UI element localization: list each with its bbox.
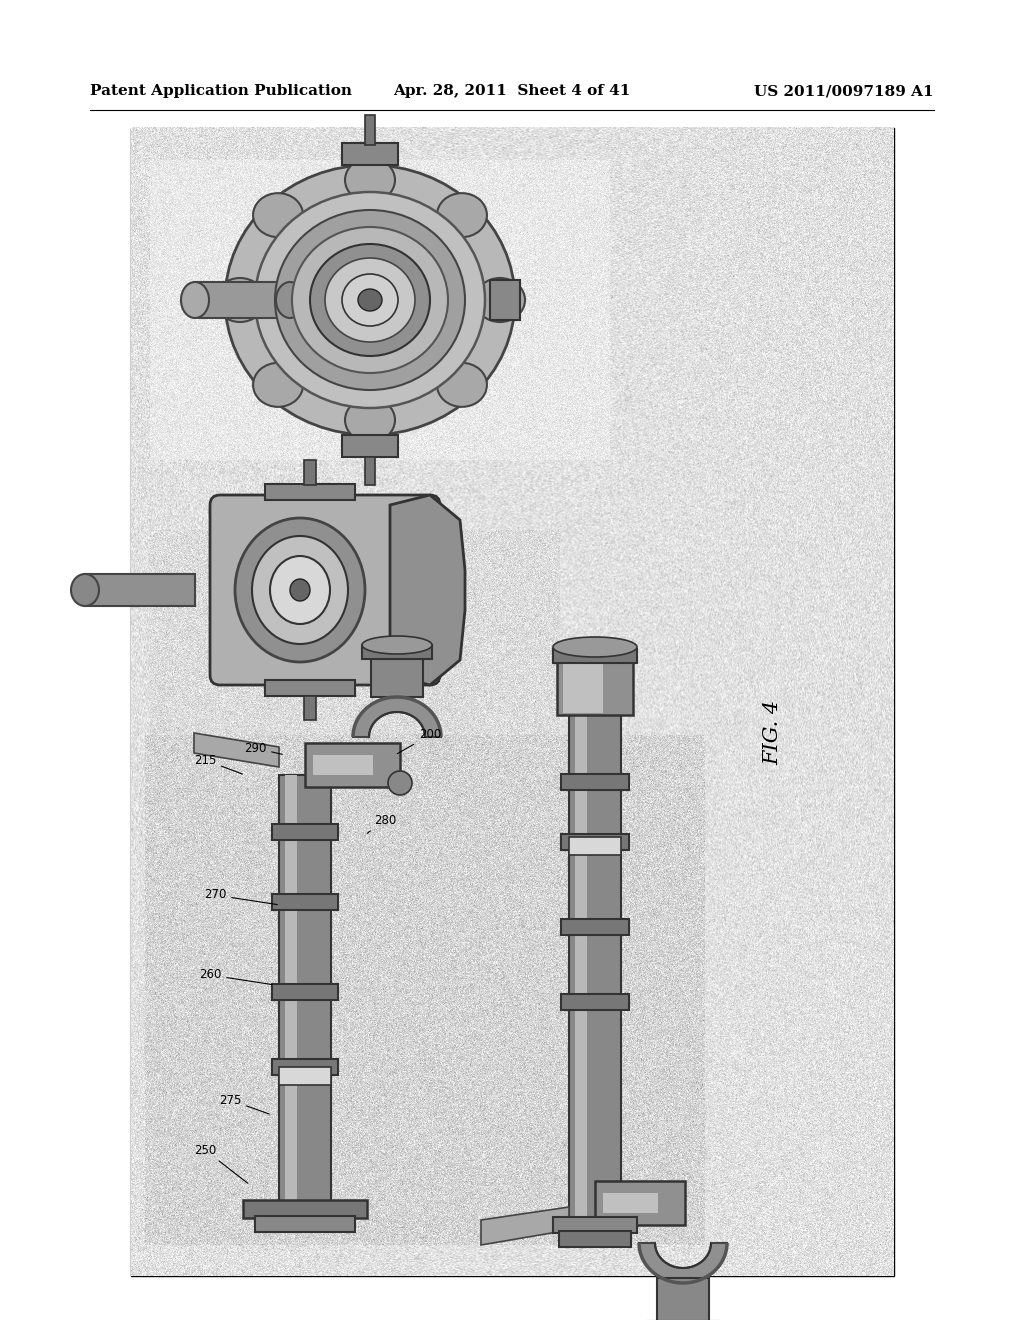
Bar [255,1216,355,1232]
Bar [569,837,621,855]
Bar [195,282,290,318]
Ellipse shape [270,556,330,624]
Bar [272,824,338,840]
Bar [272,894,338,909]
Bar [569,715,621,1225]
Bar [131,128,894,1276]
Bar [243,1200,367,1218]
Bar [561,834,629,850]
Bar [272,1059,338,1074]
Bar [603,1193,658,1213]
Bar [304,459,316,484]
Ellipse shape [215,279,265,322]
Bar [313,755,373,775]
Bar [342,143,398,165]
Bar [561,994,629,1010]
Text: Apr. 28, 2011  Sheet 4 of 41: Apr. 28, 2011 Sheet 4 of 41 [393,84,631,98]
Ellipse shape [290,579,310,601]
Ellipse shape [388,771,412,795]
Bar [362,645,432,659]
Ellipse shape [553,638,637,657]
Ellipse shape [275,210,465,389]
FancyBboxPatch shape [210,495,440,685]
Ellipse shape [310,244,430,356]
Bar [561,919,629,935]
Text: 200: 200 [397,729,441,754]
Ellipse shape [71,574,99,606]
Ellipse shape [345,399,395,442]
Bar [265,680,355,696]
Bar [563,663,603,713]
Bar [490,280,520,319]
Ellipse shape [181,282,209,318]
Text: 215: 215 [194,754,243,774]
Ellipse shape [255,191,485,408]
Bar [557,660,633,715]
Ellipse shape [225,165,515,436]
Bar [595,1181,685,1225]
Bar [553,649,637,663]
Ellipse shape [325,257,415,342]
Text: 270: 270 [204,888,278,904]
Bar [553,1217,637,1233]
Ellipse shape [276,282,304,318]
Ellipse shape [292,227,449,374]
Polygon shape [353,697,441,737]
Bar [279,1067,331,1085]
Bar [265,484,355,500]
Bar [561,774,629,789]
Bar [342,436,398,457]
Ellipse shape [362,636,432,653]
Text: 275: 275 [219,1093,269,1114]
Text: 280: 280 [368,813,396,833]
Ellipse shape [345,158,395,202]
Polygon shape [390,495,465,685]
Text: 250: 250 [194,1143,248,1183]
Bar [279,775,331,1220]
Text: 290: 290 [244,742,283,755]
Polygon shape [481,1206,569,1245]
Ellipse shape [358,289,382,312]
Text: US 2011/0097189 A1: US 2011/0097189 A1 [755,84,934,98]
Ellipse shape [253,363,303,407]
Text: FIG. 4: FIG. 4 [764,700,782,766]
Ellipse shape [253,193,303,238]
Ellipse shape [437,363,487,407]
Ellipse shape [252,536,348,644]
Bar [304,696,316,719]
Bar [657,1278,709,1320]
Bar [305,743,400,787]
Ellipse shape [234,517,365,663]
Ellipse shape [475,279,525,322]
Polygon shape [194,733,279,767]
Text: Patent Application Publication: Patent Application Publication [90,84,352,98]
Bar [559,1232,631,1247]
Bar [365,115,375,145]
Bar [285,775,297,1220]
Bar [371,652,423,697]
Polygon shape [639,1243,727,1283]
Bar [85,574,195,606]
Bar [365,457,375,484]
Bar [575,715,587,1225]
Text: 260: 260 [199,969,272,985]
Ellipse shape [342,275,398,326]
Ellipse shape [437,193,487,238]
Bar [272,983,338,1001]
